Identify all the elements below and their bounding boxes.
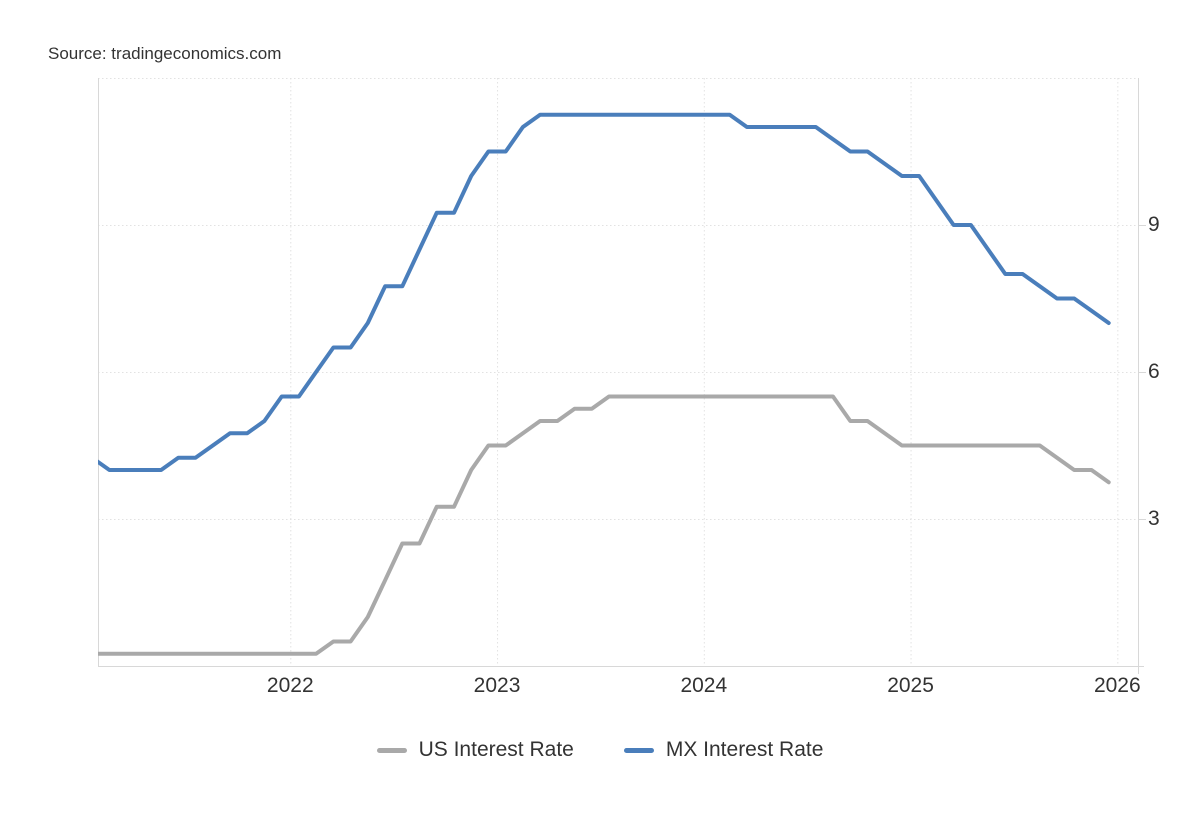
y-axis-tick-label: 3	[1148, 507, 1160, 530]
x-axis-tick-label: 2025	[887, 674, 934, 697]
x-axis-tick-label: 2023	[473, 674, 521, 697]
x-axis-tick-label: 2024	[680, 674, 728, 697]
legend-item-mx-interest-rate[interactable]: MX Interest Rate	[623, 738, 824, 762]
legend-label: MX Interest Rate	[665, 738, 824, 761]
source-credit: Source: tradingeconomics.com	[48, 44, 282, 63]
mx-line-swatch	[623, 747, 654, 753]
y-axis-tick-label: 6	[1148, 360, 1160, 383]
us-interest-rate-line	[98, 394, 1111, 656]
legend-item-us-interest-rate[interactable]: US Interest Rate	[376, 738, 574, 762]
plot-area	[98, 78, 1146, 674]
legend: US Interest Rate MX Interest Rate	[0, 738, 1200, 762]
mx-interest-rate-line	[98, 112, 1111, 472]
legend-label: US Interest Rate	[418, 738, 574, 761]
us-line-swatch	[376, 747, 407, 753]
y-axis-tick-label: 9	[1148, 213, 1160, 236]
x-axis-tick-label: 2022	[266, 674, 314, 697]
x-axis-tick-label: 2026	[1093, 674, 1141, 697]
